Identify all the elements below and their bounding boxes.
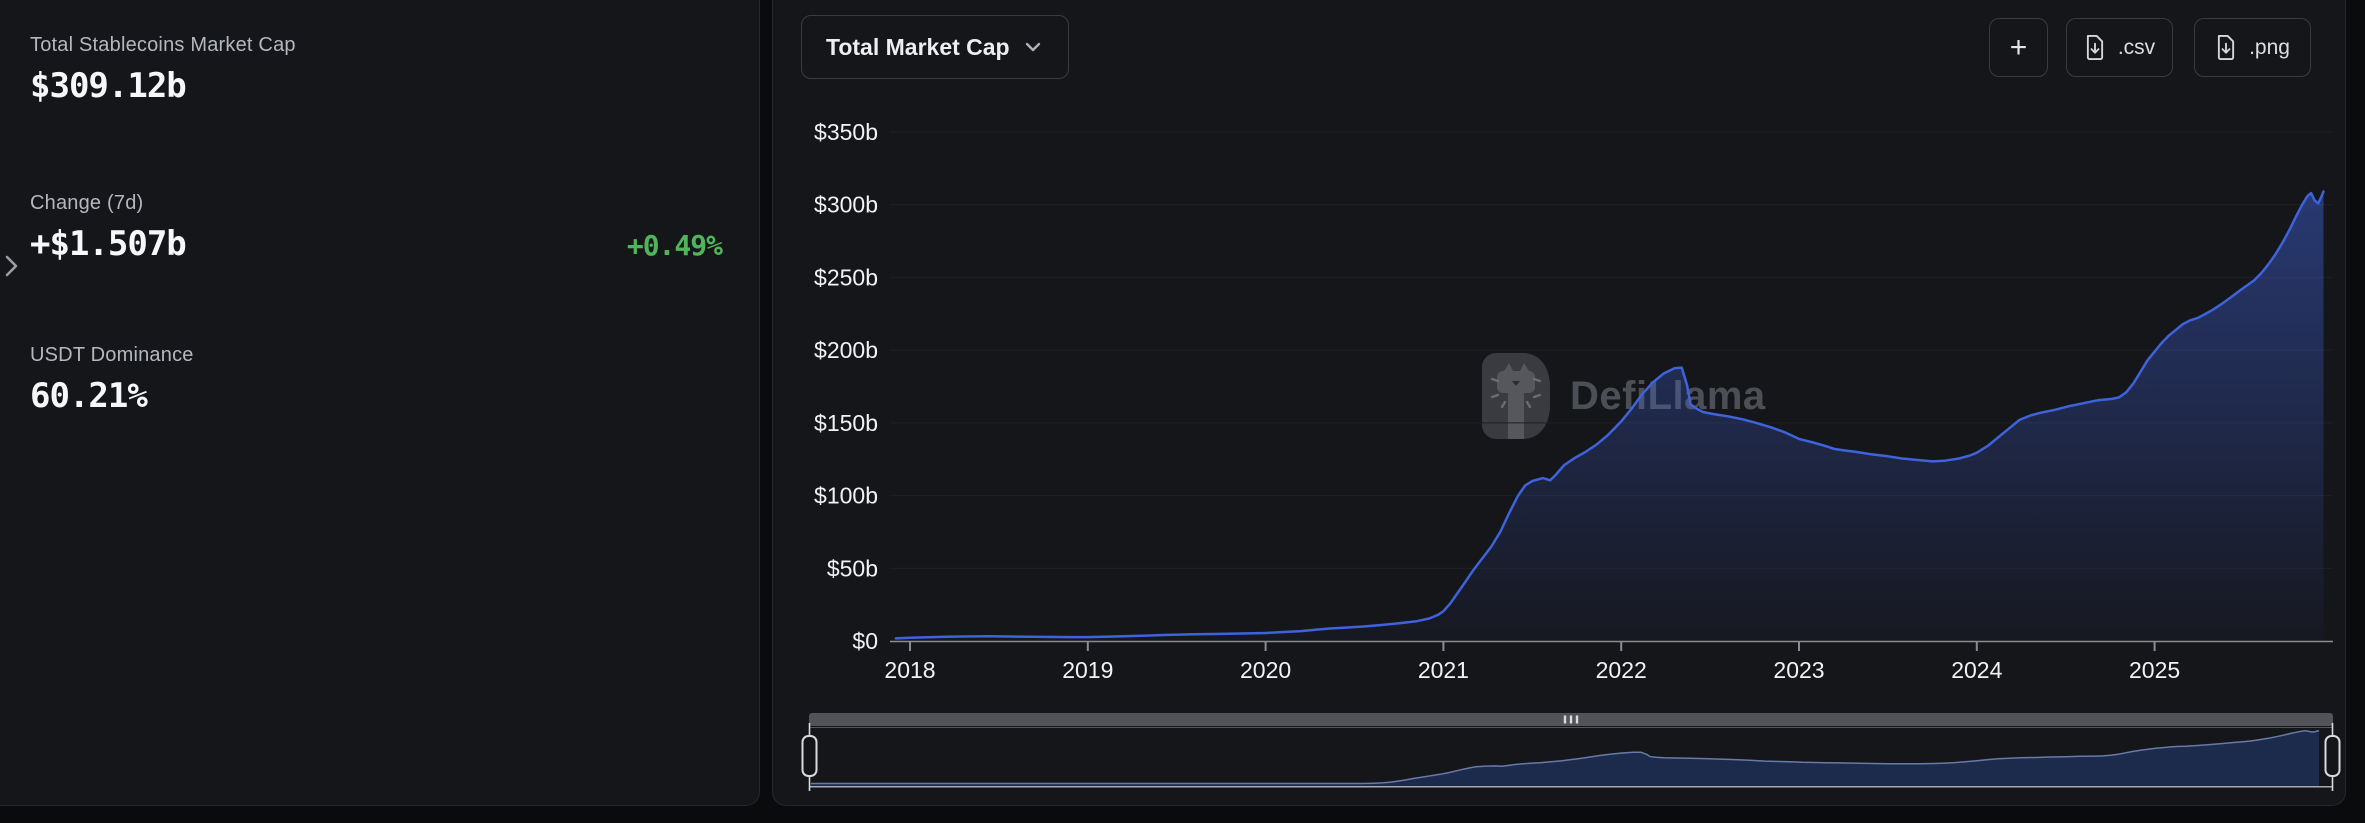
y-tick-label: $200b <box>814 337 878 363</box>
x-tick-label: 2024 <box>1951 657 2002 683</box>
file-download-icon <box>2084 34 2106 61</box>
y-tick-label: $0 <box>852 628 878 654</box>
change-7d-stat: Change (7d) +$1.507b +0.49% <box>30 192 723 264</box>
x-tick-label: 2025 <box>2129 657 2180 683</box>
x-tick-label: 2023 <box>1773 657 1824 683</box>
stat-label: USDT Dominance <box>30 344 194 366</box>
navigator-data-line <box>811 729 2320 785</box>
y-tick-label: $250b <box>814 264 878 290</box>
metric-selector-label: Total Market Cap <box>826 33 1010 60</box>
market-cap-chart-panel: Total Market Cap + .csv .png <box>772 0 2346 806</box>
download-csv-button[interactable]: .csv <box>2066 18 2173 77</box>
chart-navigator <box>801 713 2341 791</box>
metric-selector-dropdown[interactable]: Total Market Cap <box>801 15 1069 79</box>
x-tick-label: 2019 <box>1062 657 1113 683</box>
drag-grip-icon <box>1563 715 1567 724</box>
navigator-data-shadow <box>811 730 2319 786</box>
drag-grip-icon <box>1569 715 1573 724</box>
navigator-right-handle[interactable] <box>2324 723 2341 791</box>
stablecoins-stats-panel: Total Stablecoins Market Cap $309.12b Ch… <box>0 0 760 806</box>
stat-value: 60.21% <box>30 376 148 416</box>
file-download-icon <box>2215 34 2237 61</box>
total-market-cap-chart[interactable]: 2018 2019 2020 2021 2022 2023 2024 2025 $0 $50b $1… <box>773 0 2344 804</box>
x-tick-label: 2021 <box>1418 657 1469 683</box>
market-cap-area <box>895 191 2324 641</box>
x-axis-labels: 2018 2019 2020 2021 2022 2023 2024 2025 <box>884 657 2180 683</box>
add-chart-button[interactable]: + <box>1989 18 2048 77</box>
expand-chevron-icon[interactable] <box>2 250 22 282</box>
x-tick-label: 2020 <box>1240 657 1291 683</box>
stat-label: Change (7d) <box>30 192 144 214</box>
y-tick-label: $350b <box>814 119 878 145</box>
x-axis-ticks <box>909 642 2156 651</box>
y-tick-label: $50b <box>827 555 878 581</box>
stat-value: +$1.507b <box>30 224 187 264</box>
csv-label: .csv <box>2117 35 2156 59</box>
chevron-down-icon <box>1022 36 1044 58</box>
x-tick-label: 2018 <box>884 657 935 683</box>
drag-grip-icon <box>1575 715 1579 724</box>
usdt-dominance-stat: USDT Dominance 60.21% <box>30 344 722 416</box>
plus-label: + <box>2009 30 2028 64</box>
defillama-logo-icon <box>1482 353 1550 439</box>
market-cap-line <box>894 190 2325 640</box>
navigator-left-handle[interactable] <box>801 723 818 791</box>
stat-label: Total Stablecoins Market Cap <box>30 34 296 56</box>
total-market-cap-stat: Total Stablecoins Market Cap $309.12b <box>30 34 722 106</box>
y-tick-label: $300b <box>814 192 878 218</box>
download-png-button[interactable]: .png <box>2194 18 2311 77</box>
y-tick-label: $150b <box>814 410 878 436</box>
change-percent-badge: +0.49% <box>626 229 723 262</box>
png-label: .png <box>2249 35 2290 59</box>
x-tick-label: 2022 <box>1596 657 1647 683</box>
y-tick-label: $100b <box>814 483 878 509</box>
y-axis-labels: $0 $50b $100b $150b $200b $250b $300b $350b <box>814 119 878 654</box>
stat-value: $309.12b <box>30 66 187 106</box>
